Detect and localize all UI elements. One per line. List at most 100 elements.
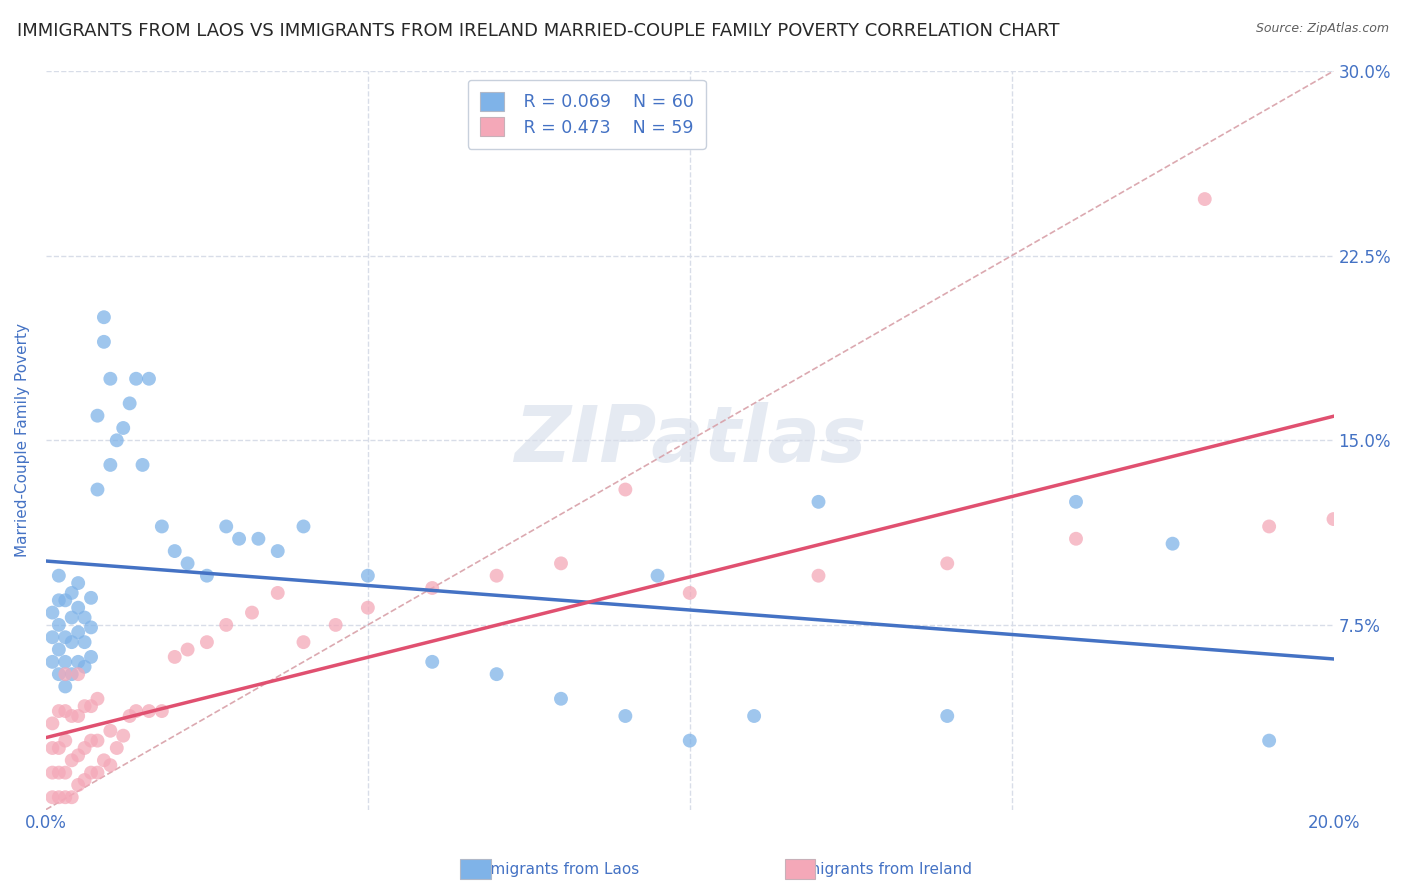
- Point: [53, 655, 76, 669]
- Point: [807, 568, 830, 582]
- Point: [118, 709, 141, 723]
- Point: [73, 699, 96, 714]
- Point: [73, 610, 96, 624]
- Point: [1194, 192, 1216, 206]
- Point: [125, 704, 148, 718]
- Point: [125, 372, 148, 386]
- Point: [41, 606, 63, 620]
- Point: [67, 667, 90, 681]
- Point: [73, 659, 96, 673]
- Point: [41, 655, 63, 669]
- Point: [48, 741, 70, 756]
- Point: [267, 544, 290, 558]
- Point: [60, 610, 83, 624]
- Point: [138, 704, 160, 718]
- Point: [292, 635, 315, 649]
- Point: [60, 709, 83, 723]
- Point: [53, 704, 76, 718]
- Point: [1161, 537, 1184, 551]
- Point: [67, 748, 90, 763]
- Point: [60, 753, 83, 767]
- Point: [247, 532, 270, 546]
- Point: [614, 709, 637, 723]
- Point: [53, 765, 76, 780]
- Point: [48, 704, 70, 718]
- Point: [67, 625, 90, 640]
- Point: [105, 741, 128, 756]
- Text: IMMIGRANTS FROM LAOS VS IMMIGRANTS FROM IRELAND MARRIED-COUPLE FAMILY POVERTY CO: IMMIGRANTS FROM LAOS VS IMMIGRANTS FROM …: [17, 22, 1059, 40]
- Legend:  R = 0.069    N = 60,  R = 0.473    N = 59: R = 0.069 N = 60, R = 0.473 N = 59: [468, 79, 706, 149]
- Point: [41, 790, 63, 805]
- Point: [150, 704, 173, 718]
- Point: [742, 709, 765, 723]
- Point: [150, 519, 173, 533]
- Point: [67, 600, 90, 615]
- Point: [357, 568, 380, 582]
- Point: [98, 458, 121, 472]
- Point: [67, 655, 90, 669]
- Point: [73, 772, 96, 787]
- Point: [60, 586, 83, 600]
- Point: [80, 591, 103, 605]
- Point: [292, 519, 315, 533]
- Point: [86, 765, 108, 780]
- Point: [131, 458, 153, 472]
- Point: [325, 618, 347, 632]
- Point: [48, 618, 70, 632]
- Point: [98, 758, 121, 772]
- Text: Source: ZipAtlas.com: Source: ZipAtlas.com: [1256, 22, 1389, 36]
- Point: [73, 741, 96, 756]
- Point: [48, 790, 70, 805]
- Point: [163, 544, 186, 558]
- Point: [48, 593, 70, 607]
- Point: [215, 519, 238, 533]
- Point: [1064, 495, 1087, 509]
- Point: [936, 709, 959, 723]
- Point: [41, 765, 63, 780]
- Point: [679, 586, 702, 600]
- Point: [138, 372, 160, 386]
- Point: [53, 593, 76, 607]
- Point: [80, 699, 103, 714]
- Point: [93, 753, 115, 767]
- Point: [93, 310, 115, 325]
- Point: [86, 733, 108, 747]
- Point: [176, 557, 198, 571]
- Point: [163, 649, 186, 664]
- Point: [176, 642, 198, 657]
- Point: [86, 409, 108, 423]
- Point: [67, 576, 90, 591]
- Y-axis label: Married-Couple Family Poverty: Married-Couple Family Poverty: [15, 323, 30, 558]
- Point: [647, 568, 669, 582]
- Point: [80, 649, 103, 664]
- Point: [195, 568, 218, 582]
- Point: [550, 691, 572, 706]
- Point: [1064, 532, 1087, 546]
- Point: [807, 495, 830, 509]
- Point: [614, 483, 637, 497]
- Point: [48, 765, 70, 780]
- Point: [86, 691, 108, 706]
- Point: [48, 667, 70, 681]
- Point: [98, 723, 121, 738]
- Point: [48, 642, 70, 657]
- Point: [118, 396, 141, 410]
- Point: [41, 630, 63, 644]
- Point: [53, 667, 76, 681]
- Point: [679, 733, 702, 747]
- Point: [228, 532, 250, 546]
- Point: [67, 778, 90, 792]
- Point: [60, 790, 83, 805]
- Point: [1258, 519, 1281, 533]
- Point: [357, 600, 380, 615]
- Point: [420, 581, 443, 595]
- Point: [98, 372, 121, 386]
- Point: [936, 557, 959, 571]
- Point: [80, 765, 103, 780]
- Point: [550, 557, 572, 571]
- Point: [67, 709, 90, 723]
- Point: [93, 334, 115, 349]
- Point: [420, 655, 443, 669]
- Point: [60, 635, 83, 649]
- Point: [80, 733, 103, 747]
